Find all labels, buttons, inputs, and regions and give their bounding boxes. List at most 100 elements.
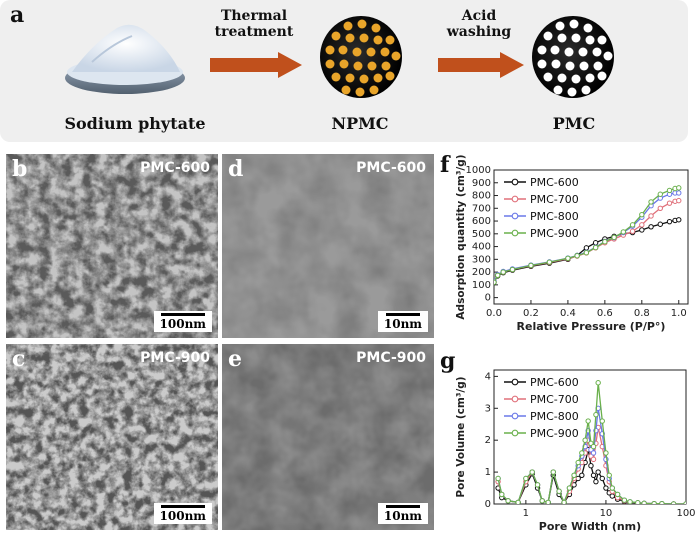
data-point — [585, 418, 591, 424]
data-point — [635, 500, 641, 504]
legend-swatch-marker — [511, 229, 519, 237]
scale-bar-line — [160, 505, 205, 508]
data-point — [571, 472, 577, 478]
data-point — [592, 240, 599, 246]
x-tick-label: 0.4 — [560, 308, 576, 319]
panel-label-c: c — [12, 346, 26, 372]
data-point — [639, 211, 645, 218]
step2-line2: washing — [446, 24, 512, 40]
acid-washing-label: Acid washing — [434, 8, 524, 40]
plot-frame — [493, 369, 687, 505]
scale-bar: 10nm — [377, 311, 428, 332]
scale-bar: 100nm — [153, 311, 212, 332]
data-point — [648, 213, 654, 219]
tem-texture — [222, 344, 434, 530]
legend-label: PMC-600 — [530, 176, 579, 189]
data-point — [629, 222, 636, 228]
step2-line1: Acid — [461, 8, 497, 24]
data-point — [546, 259, 553, 265]
legend-label: PMC-700 — [530, 393, 579, 406]
legend-swatch-marker — [511, 195, 519, 203]
y-tick-label: 600 — [472, 216, 491, 227]
data-point — [657, 221, 663, 227]
data-point — [515, 499, 521, 504]
data-point — [494, 272, 501, 278]
tem-texture — [222, 154, 434, 338]
x-axis-label: Relative Pressure (P/P°) — [517, 320, 666, 333]
y-tick-label: 0 — [485, 499, 491, 510]
data-point — [676, 185, 682, 191]
data-point — [556, 488, 562, 494]
data-point — [590, 450, 597, 456]
pmc-sphere-image — [532, 16, 614, 98]
data-point — [683, 501, 686, 504]
data-point — [583, 245, 590, 251]
scale-bar-label: 100nm — [159, 317, 206, 331]
data-point — [593, 411, 599, 418]
data-point — [648, 199, 654, 205]
arrow-acid-washing — [438, 52, 524, 78]
data-point — [657, 205, 663, 211]
panel-label-f: f — [440, 152, 450, 178]
y-tick-label: 200 — [472, 267, 491, 278]
data-point — [534, 482, 541, 488]
x-tick-label: 0.0 — [486, 308, 502, 319]
legend-swatch-marker — [511, 412, 519, 420]
panel-label-e: e — [228, 346, 242, 372]
data-point — [676, 197, 682, 204]
caption-pmc: PMC — [552, 114, 596, 133]
data-point — [606, 472, 612, 478]
y-tick-label: 800 — [472, 191, 491, 202]
data-point — [550, 469, 556, 475]
legend-label: PMC-900 — [530, 427, 579, 440]
data-point — [614, 491, 621, 498]
series-pmc-800 — [494, 190, 682, 284]
data-point — [575, 459, 581, 466]
x-axis-label: Pore Width (nm) — [539, 520, 641, 533]
data-point — [582, 437, 588, 443]
caption-npmc: NPMC — [331, 114, 389, 133]
y-tick-label: 700 — [472, 203, 491, 214]
data-point — [579, 472, 585, 478]
data-point — [539, 498, 545, 504]
npmc-sphere-image — [320, 16, 402, 98]
legend-swatch-marker — [511, 212, 519, 220]
data-point — [666, 187, 673, 194]
data-point — [611, 234, 617, 241]
y-tick-label: 1 — [485, 467, 491, 478]
data-point — [639, 222, 645, 228]
y-tick-label: 1000 — [466, 165, 491, 176]
data-point — [676, 217, 682, 223]
data-point — [495, 475, 501, 482]
legend-swatch-marker — [511, 178, 519, 186]
scale-bar-label: 100nm — [159, 509, 206, 523]
thermal-treatment-label: Thermal treatment — [206, 8, 302, 40]
scale-bar-label: 10nm — [383, 509, 422, 523]
y-axis-label: Adsorption quantity (cm³/g) — [455, 154, 467, 319]
data-point — [627, 499, 633, 504]
scale-bar: 100nm — [153, 503, 212, 524]
data-point — [595, 469, 601, 475]
series-line — [494, 199, 679, 283]
data-point — [603, 485, 609, 491]
caption-sodium-phytate: Sodium phytate — [64, 114, 206, 133]
data-point — [590, 443, 597, 450]
data-point — [565, 255, 571, 262]
y-tick-label: 300 — [472, 254, 491, 265]
micrograph-tag: PMC-900 — [356, 350, 426, 366]
data-point — [593, 478, 599, 485]
x-tick-label: 10 — [600, 508, 613, 519]
data-point — [505, 498, 511, 504]
y-axis-label: Pore Volume (cm³/g) — [455, 376, 467, 497]
x-tick-label: 1.0 — [671, 308, 687, 319]
synthesis-scheme-panel: a Thermal treatment — [0, 0, 688, 142]
data-point — [599, 475, 605, 482]
data-point — [574, 253, 580, 259]
y-tick-label: 100 — [472, 280, 491, 291]
x-tick-label: 1 — [523, 508, 529, 519]
data-point — [666, 200, 673, 206]
series-pmc-900 — [494, 185, 682, 286]
panel-label-d: d — [228, 156, 244, 182]
legend-label: PMC-800 — [530, 210, 579, 223]
